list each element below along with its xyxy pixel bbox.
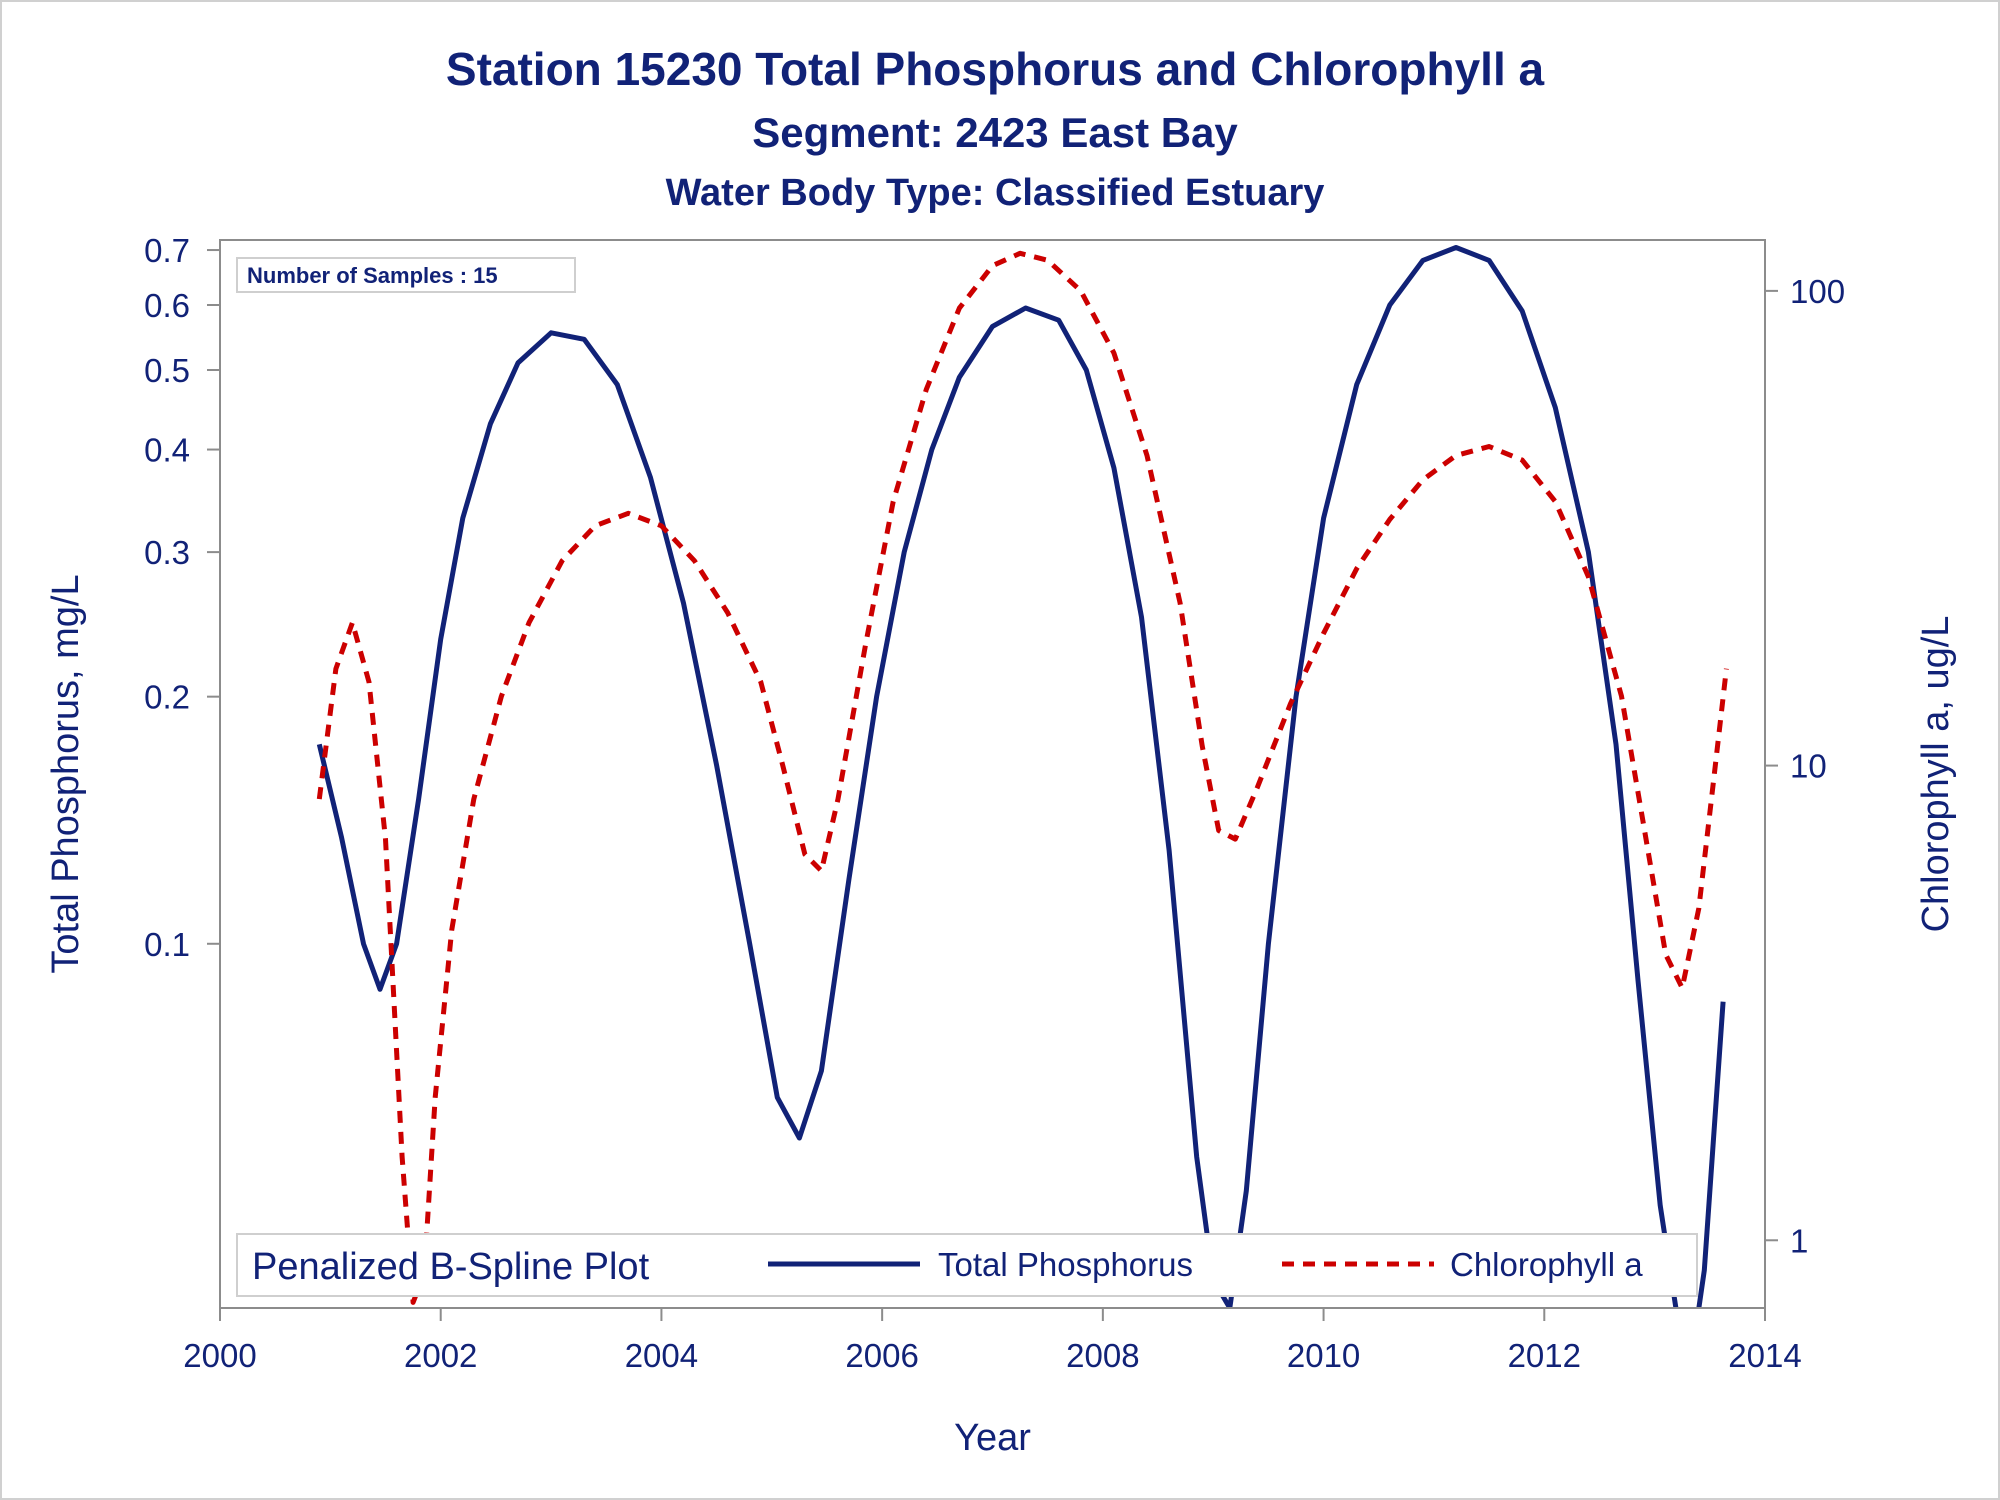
series-line-total-phosphorus: [316, 245, 1726, 1308]
x-axis-label: Year: [954, 1417, 1031, 1459]
legend-title: Penalized B-Spline Plot: [252, 1246, 650, 1288]
y2-tick-label: 10: [1790, 748, 1827, 785]
x-tick-label: 2014: [1728, 1337, 1801, 1374]
y2-tick-label: 1: [1790, 1222, 1808, 1259]
y-tick-label: 0.4: [144, 432, 190, 469]
chart-title: Station 15230 Total Phosphorus and Chlor…: [446, 43, 1545, 95]
plot-border: [219, 239, 1766, 1309]
chart-subtitle-segment: Segment: 2423 East Bay: [752, 109, 1238, 156]
inset-box: [236, 257, 576, 293]
y2-tick-label: 100: [1790, 273, 1845, 310]
inset-text: Number of Samples : 15: [247, 263, 498, 288]
y-tick-label: 0.5: [144, 352, 190, 389]
plot-area: [316, 245, 1729, 1308]
y-tick-label: 0.2: [144, 679, 190, 716]
x-tick-label: 2002: [404, 1337, 477, 1374]
x-tick-label: 2004: [625, 1337, 698, 1374]
y-tick-label: 0.7: [144, 232, 190, 269]
x-tick-label: 2006: [845, 1337, 918, 1374]
legend-label-total-phosphorus: Total Phosphorus: [938, 1246, 1193, 1283]
axes: 2000 2002 2004 2006 2008 2010 2012 2014 0.7 0.6 0.…: [45, 232, 1957, 1459]
x-tick-label: 2010: [1287, 1337, 1360, 1374]
x-tick-label: 2000: [183, 1337, 256, 1374]
chart-subtitle-water-body: Water Body Type: Classified Estuary: [666, 172, 1325, 214]
legend: Penalized B-Spline Plot Total Phosphorus…: [236, 1233, 1698, 1297]
y-axis-label: Total Phosphorus, mg/L: [45, 574, 87, 973]
y-tick-label: 0.6: [144, 287, 190, 324]
y-tick-label: 0.3: [144, 534, 190, 571]
legend-label-chlorophyll-a: Chlorophyll a: [1450, 1246, 1643, 1283]
y-tick-label: 0.1: [144, 926, 190, 963]
sample-count-inset: Number of Samples : 15: [236, 257, 576, 293]
y2-axis-label: Chlorophyll a, ug/L: [1915, 616, 1957, 933]
legend-box: [236, 1233, 1698, 1297]
series-line-chlorophyll-a: [316, 250, 1729, 1305]
x-tick-label: 2012: [1508, 1337, 1581, 1374]
x-tick-label: 2008: [1066, 1337, 1139, 1374]
